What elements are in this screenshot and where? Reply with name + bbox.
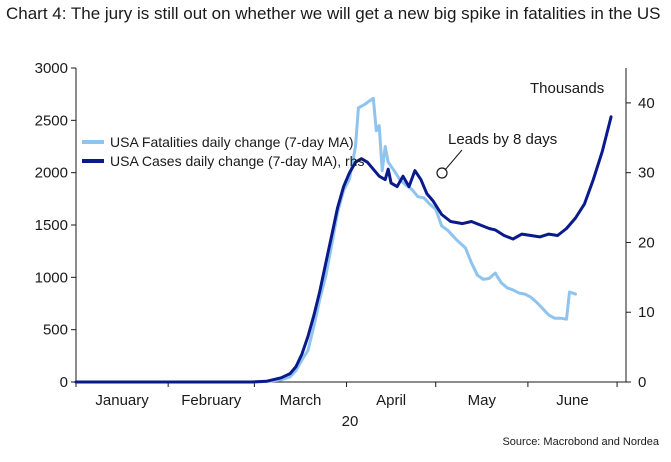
legend: USA Fatalities daily change (7-day MA) U… (82, 134, 364, 169)
y-left-tick-label: 2500 (35, 112, 68, 129)
y-left-tick-label: 0 (60, 374, 68, 391)
annotation-leader-line (444, 149, 463, 171)
x-tick-label: June (556, 392, 589, 409)
x-year-label: 20 (342, 413, 359, 430)
y-left-tick-label: 1500 (35, 217, 68, 234)
legend-label-cases: USA Cases daily change (7-day MA), rhs (110, 153, 364, 169)
y-right-tick-label: 20 (638, 234, 655, 251)
chart-title: Chart 4: The jury is still out on whethe… (6, 4, 661, 23)
series-line-fatalities (74, 96, 577, 384)
legend-label-fatalities: USA Fatalities daily change (7-day MA) (110, 134, 354, 150)
x-tick-label: April (376, 392, 406, 409)
series-lines (74, 96, 613, 384)
y-right-tick-label: 0 (638, 374, 646, 391)
annotation-leads: Leads by 8 days (448, 131, 557, 148)
axes: 0 500 1000 1500 2000 2500 3000 0 10 20 30 40 January… (35, 60, 655, 409)
y-right-tick-label: 10 (638, 304, 655, 321)
units-label: Thousands (530, 80, 604, 97)
series-line-cases (74, 115, 613, 384)
y-left-tick-label: 1000 (35, 269, 68, 286)
y-left-tick-label: 3000 (35, 60, 68, 77)
x-tick-label: February (181, 392, 242, 409)
y-left-tick-label: 2000 (35, 165, 68, 182)
y-right-tick-label: 40 (638, 95, 655, 112)
annotation-marker (436, 167, 448, 179)
source-note: Source: Macrobond and Nordea (502, 436, 659, 448)
x-tick-label: January (95, 392, 149, 409)
x-tick-label: May (468, 392, 497, 409)
x-tick-label: March (280, 392, 322, 409)
y-right-tick-label: 30 (638, 165, 655, 182)
y-left-tick-label: 500 (43, 322, 68, 339)
